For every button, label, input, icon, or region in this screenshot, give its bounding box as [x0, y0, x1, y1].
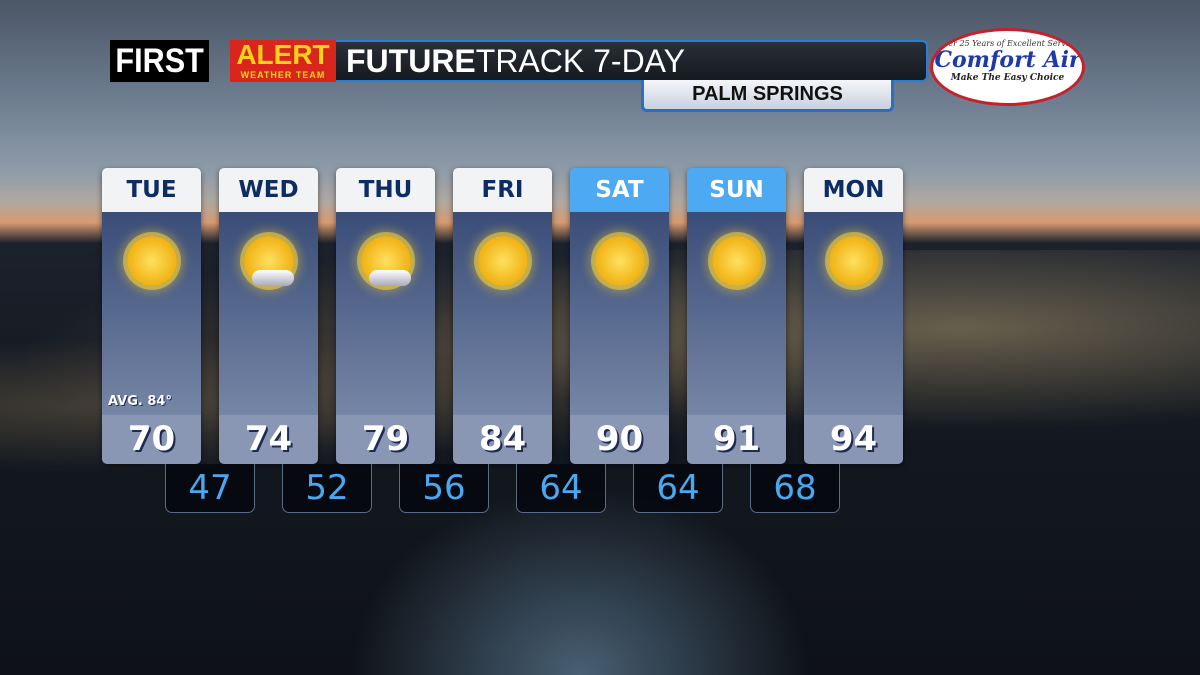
day-card-mon: MON 94 [804, 168, 903, 464]
condition-panel [804, 212, 903, 415]
day-card-sat: SAT 90 [570, 168, 669, 464]
high-temp: 90 [570, 415, 669, 464]
sun-icon [595, 236, 645, 286]
low-temp: 56 [399, 464, 489, 513]
brand-alert: ALERT WEATHER TEAM [230, 40, 336, 82]
sun-icon [712, 236, 762, 286]
low-temp: 52 [282, 464, 372, 513]
low-temp: 47 [165, 464, 255, 513]
title-banner: FIRST ALERT WEATHER TEAM FUTURETRACK 7-DA… [110, 40, 928, 82]
title-rest: TRACK 7-DAY [475, 43, 685, 79]
high-temp: 84 [453, 415, 552, 464]
location-label: PALM SPRINGS [641, 80, 894, 112]
low-temp: 64 [633, 464, 723, 513]
cloud-icon [252, 270, 294, 286]
sponsor-tagline-bottom: Make The Easy Choice [950, 73, 1065, 83]
condition-panel [687, 212, 786, 415]
day-label: SUN [687, 168, 786, 212]
sponsor-logo: Over 25 Years of Excellent Service Comfo… [930, 28, 1085, 106]
high-temp: 94 [804, 415, 903, 464]
sponsor-tagline-top: Over 25 Years of Excellent Service [937, 39, 1078, 48]
low-temp: 68 [750, 464, 840, 513]
condition-panel [219, 212, 318, 415]
average-high-note: AVG. 84° [108, 394, 172, 409]
high-temp: 79 [336, 415, 435, 464]
day-label: FRI [453, 168, 552, 212]
high-temp: 74 [219, 415, 318, 464]
sponsor-name: Comfort Air [934, 47, 1081, 73]
day-card-thu: THU 79 [336, 168, 435, 464]
title-bold: FUTURE [346, 43, 476, 79]
sun-icon [127, 236, 177, 286]
condition-panel [570, 212, 669, 415]
cloud-icon [369, 270, 411, 286]
brand-alert-text: ALERT [236, 39, 330, 70]
high-temp: 91 [687, 415, 786, 464]
day-label: THU [336, 168, 435, 212]
condition-panel [453, 212, 552, 415]
day-label: MON [804, 168, 903, 212]
high-temp: 70 [102, 415, 201, 464]
day-label: SAT [570, 168, 669, 212]
brand-weather-team: WEATHER TEAM [240, 70, 326, 80]
sun-icon [478, 236, 528, 286]
day-card-tue: TUE AVG. 84° 70 [102, 168, 201, 464]
brand-first: FIRST [110, 40, 210, 82]
sun-icon [829, 236, 879, 286]
day-card-sun: SUN 91 [687, 168, 786, 464]
low-temp: 64 [516, 464, 606, 513]
day-card-wed: WED 74 [219, 168, 318, 464]
day-label: TUE [102, 168, 201, 212]
day-label: WED [219, 168, 318, 212]
day-card-fri: FRI 84 [453, 168, 552, 464]
condition-panel [336, 212, 435, 415]
condition-panel: AVG. 84° [102, 212, 201, 415]
forecast-title: FUTURETRACK 7-DAY [336, 40, 928, 82]
